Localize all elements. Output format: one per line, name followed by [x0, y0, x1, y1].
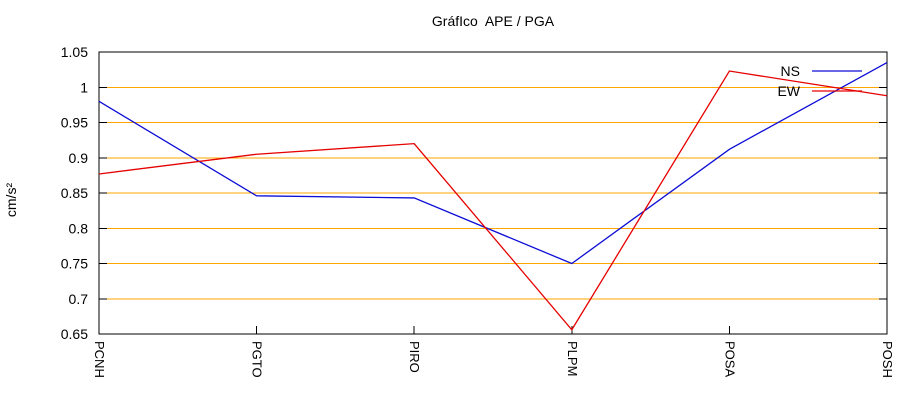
legend-label-ew: EW [777, 83, 800, 99]
x-tick-label: POSA [722, 341, 737, 377]
legend-label-ns: NS [781, 63, 800, 79]
x-tick-label: PGTO [250, 341, 265, 378]
x-tick-label: POSH [880, 341, 895, 378]
x-tick-label: PLPM [565, 341, 580, 376]
y-tick-label: 0.75 [61, 256, 88, 272]
series-line-ew [98, 70, 888, 331]
series-line-ns [98, 62, 888, 265]
y-tick-label: 0.9 [69, 150, 89, 166]
y-tick-label: 0.8 [69, 220, 89, 236]
x-tick-label: PIRO [407, 341, 422, 373]
x-tick-label: PCNH [92, 341, 107, 378]
y-tick-label: 1.05 [61, 44, 88, 60]
y-tick-label: 1 [80, 79, 88, 95]
chart-title: GráfIco APE / PGA [431, 13, 555, 29]
y-tick-label: 0.65 [61, 326, 88, 342]
y-tick-label: 0.85 [61, 185, 88, 201]
y-tick-label: 0.95 [61, 115, 88, 131]
y-tick-label: 0.7 [69, 291, 89, 307]
